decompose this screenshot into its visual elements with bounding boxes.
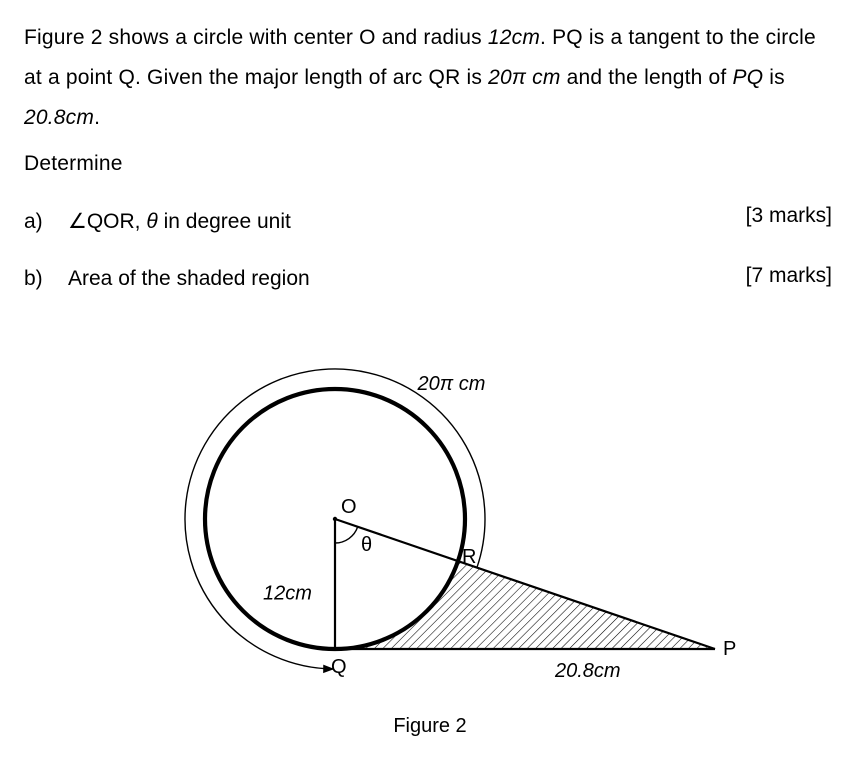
svg-text:θ: θ (361, 534, 372, 556)
part-b: b) Area of the shaded region (24, 259, 836, 299)
figure: Oθ R Q P 12cm 20.8cm 20π cm Figure 2 (24, 339, 836, 738)
intro-paragraph: Figure 2 shows a circle with center O an… (24, 18, 836, 138)
part-a-label: a) (24, 202, 68, 242)
svg-text:12cm: 12cm (263, 583, 312, 605)
svg-text:20π cm: 20π cm (417, 373, 486, 395)
svg-text:20.8cm: 20.8cm (554, 660, 621, 682)
intro-seg9: . (94, 106, 100, 129)
intro-O: O (359, 26, 376, 49)
svg-text:O: O (341, 496, 357, 518)
intro-Q: Q (118, 66, 135, 89)
determine: Determine (24, 144, 836, 184)
svg-text:Q: Q (331, 656, 347, 678)
intro-seg1: Figure 2 shows a circle with center (24, 26, 359, 49)
part-a: a) ∠QOR, θ in degree unit (24, 202, 836, 242)
svg-text:R: R (462, 546, 476, 568)
part-b-label: b) (24, 259, 68, 299)
intro-seg7: and the length of (561, 66, 733, 89)
intro-seg2: and radius (376, 26, 488, 49)
intro-seg8: is (763, 66, 785, 89)
page: Figure 2 shows a circle with center O an… (0, 0, 860, 781)
intro-QR: QR (429, 66, 461, 89)
part-a-pre: ∠QOR, (68, 210, 146, 233)
intro-radius: 12cm (488, 26, 540, 49)
part-a-theta: θ (146, 210, 157, 233)
marks-b: [7 marks] (746, 264, 832, 288)
intro-seg6: is (460, 66, 488, 89)
part-a-post: in degree unit (158, 210, 291, 233)
intro-PQ: PQ (552, 26, 583, 49)
intro-seg5: . Given the major length of arc (135, 66, 429, 89)
intro-arc: 20π cm (488, 66, 560, 89)
svg-text:P: P (723, 638, 736, 660)
figure-svg: Oθ R Q P 12cm 20.8cm 20π cm (115, 339, 745, 709)
marks-a: [3 marks] (746, 204, 832, 228)
part-a-body: ∠QOR, θ in degree unit (68, 202, 836, 242)
intro-seg3: . (540, 26, 552, 49)
intro-pqlen: 20.8cm (24, 106, 94, 129)
part-b-body: Area of the shaded region (68, 259, 836, 299)
figure-caption: Figure 2 (393, 715, 466, 738)
intro-PQ2: PQ (732, 66, 763, 89)
